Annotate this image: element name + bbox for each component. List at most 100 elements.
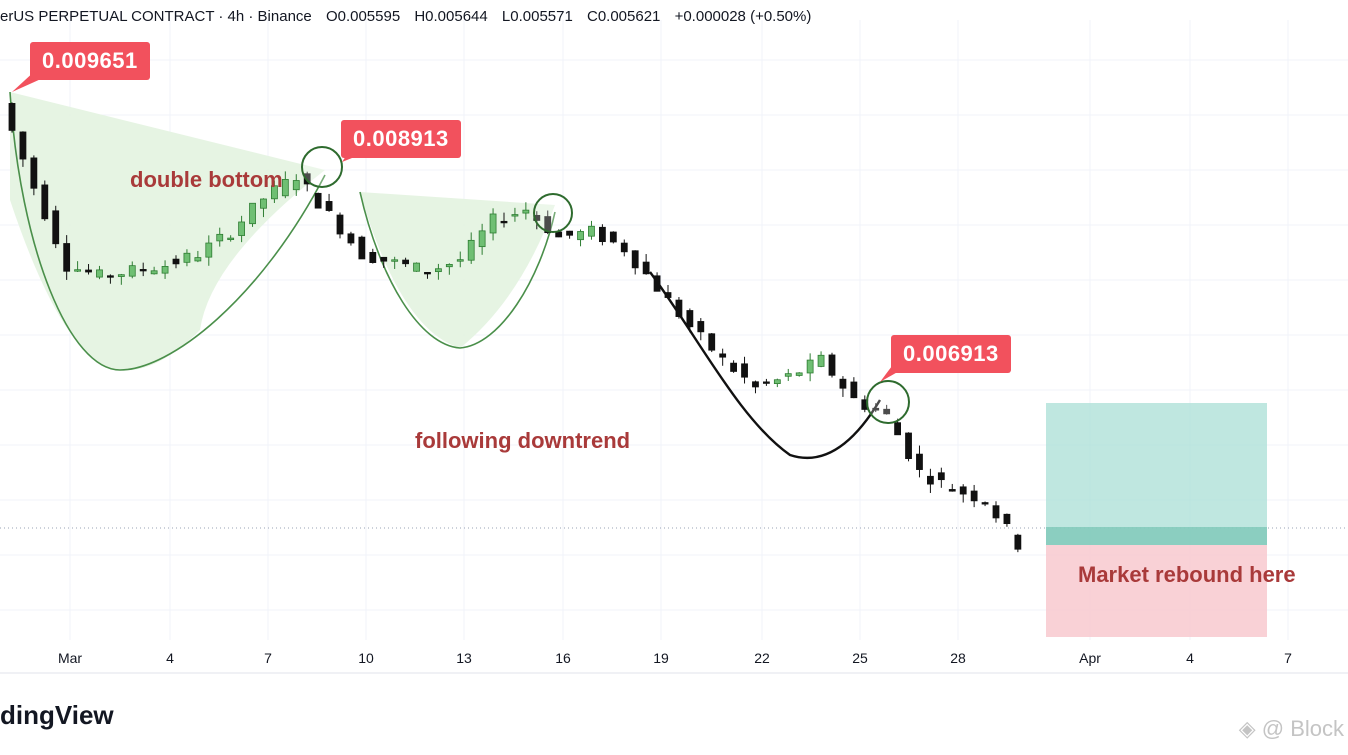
pivot-circle [533,193,573,233]
candle-body [719,353,727,358]
candle-body [970,490,978,502]
candle-body [314,192,322,209]
candle-body [708,333,716,351]
candle-body [500,220,508,224]
candle-body [281,178,289,197]
candle-body [424,272,431,275]
candle-body [52,210,60,245]
candle-body [8,103,16,131]
cup-fill-1 [10,92,325,371]
candle-body [292,180,300,191]
candle-body [817,354,825,367]
candle-body [566,230,573,236]
chart-header: erUS PERPETUAL CONTRACT · 4h · Binance O… [0,8,821,25]
pattern-overlays [9,91,882,460]
candle-body [456,259,464,262]
candle-body [391,259,399,262]
x-tick-label: 13 [456,650,472,666]
x-tick-label: Apr [1079,650,1101,666]
x-tick-label: 4 [1186,650,1194,666]
candle-body [347,233,355,244]
candle-body [128,265,136,277]
loss-zone [1046,545,1267,637]
downtrend-curve [649,271,882,460]
candle-body [445,264,453,268]
candle-body [992,505,1000,519]
candle-body [730,362,737,372]
candle-body [117,274,125,277]
candle-body [270,185,278,200]
candle-body [172,258,180,265]
x-tick-label: 16 [555,650,571,666]
candle-body [937,472,945,481]
pivot-circle [301,146,343,188]
candle-body [227,237,235,240]
pivot-circle [866,380,910,424]
candle-body [249,202,256,225]
trade-zones [1046,403,1267,637]
candle-body [1014,534,1022,550]
candle-body [358,236,366,260]
x-tick-label: 10 [358,650,374,666]
candle-body [599,226,606,243]
candle-body [981,502,989,505]
profit-zone [1046,403,1267,545]
candle-body [577,231,584,241]
candle-body [107,275,114,278]
x-tick-label: 19 [653,650,669,666]
candle-body [828,354,836,376]
candle-body [959,486,967,495]
candle-body [697,321,705,333]
tradingview-logo-text: dingView [0,700,114,730]
candle-body [369,251,377,263]
callout-third-peak: 0.006913 [891,335,1011,373]
candle-body [41,184,49,220]
candle-body [763,381,770,384]
cup-fill-2 [360,192,555,348]
candle-body [183,252,191,263]
candle-body [664,292,672,298]
candle-body [238,221,246,236]
candle-body [839,378,847,389]
candle-body [544,216,552,234]
candle-body [872,407,880,411]
candle-body [467,239,475,261]
candle-body [522,209,530,214]
annotation-rebound: Market rebound here [1078,562,1296,587]
candle-body [205,242,213,258]
candle-body [555,231,563,238]
candle-body [161,266,169,274]
candle-body [489,213,497,234]
candle-body [927,475,934,485]
candle-body [686,310,694,328]
candle-body [303,173,311,185]
annotation-double-bottom: double bottom [130,167,283,192]
symbol-label: erUS PERPETUAL CONTRACT · 4h · Binance [0,8,312,25]
x-tick-label: Mar [57,650,83,666]
candle-body [905,432,912,459]
open-value: O0.005595 [325,8,401,25]
candle-body [30,157,38,189]
candle-body [260,198,267,209]
candle-body [916,453,923,470]
candle-body [63,243,71,272]
candle-body [434,268,442,273]
callout-second-peak: 0.008913 [341,120,461,158]
candle-body [96,269,103,278]
candle-body [511,214,519,217]
high-value: H0.005644 [414,8,488,25]
candle-body [325,201,333,211]
candle-body [642,261,650,275]
candle-body [413,262,420,272]
candle-body [773,379,781,385]
candle-body [194,257,202,262]
candle-body [19,131,27,160]
candle-body [883,408,891,415]
candle-body [784,373,792,377]
candle-body [588,225,595,237]
candle-body [1003,513,1011,525]
candle-body [653,275,661,292]
candle-body [620,242,628,253]
cup-curve-2 [359,191,556,349]
